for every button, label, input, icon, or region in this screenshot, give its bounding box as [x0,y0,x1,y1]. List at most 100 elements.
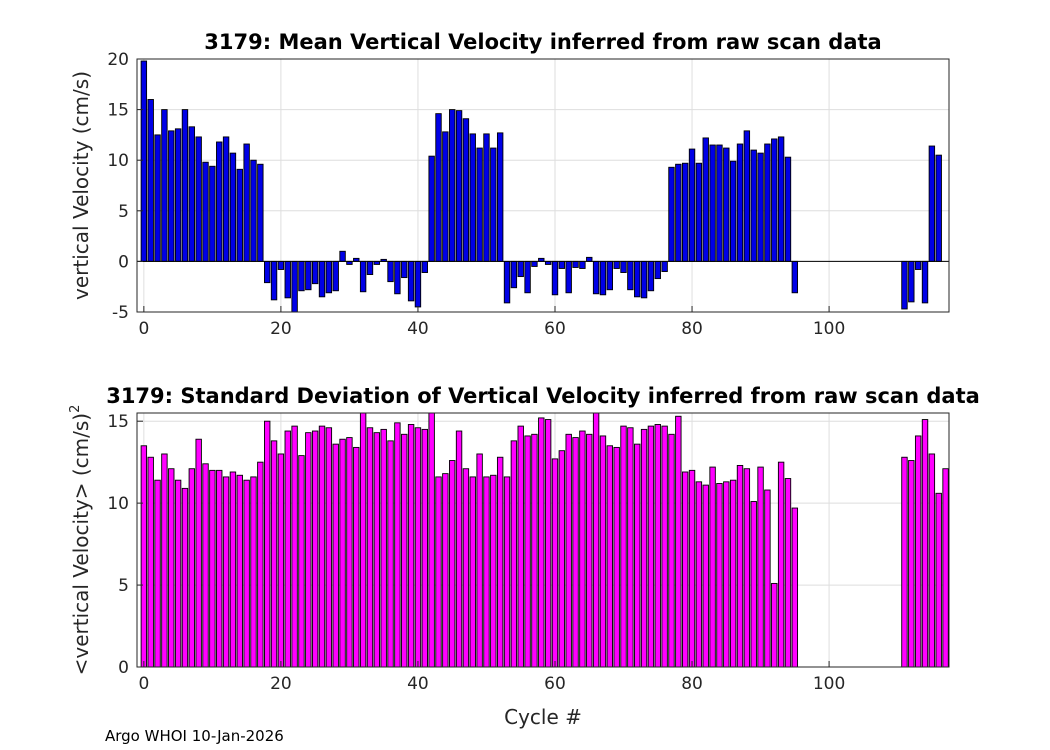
mean-velocity-bar [311,260,319,285]
stddev-velocity-bar [510,440,518,668]
mean-velocity-bar [394,260,401,295]
mean-velocity-bar [771,138,778,262]
stddev-velocity-bar [284,430,291,668]
stddev-velocity-bar [640,428,648,668]
mean-velocity-bar [599,260,607,296]
stddev-velocity-bar [791,507,799,668]
stddev-velocity-bar [538,417,545,668]
stddev-velocity-bar [298,455,305,668]
mean-velocity-bar [647,260,655,292]
mean-velocity-bar [606,260,614,291]
stddev-velocity-bar [339,438,346,668]
mean-velocity-bar [284,260,291,299]
mean-velocity-bar [592,260,600,295]
stddev-velocity-bar [140,445,148,668]
mean-velocity-ytick-label: 5 [118,202,129,222]
stddev-velocity-bar [496,456,504,668]
stddev-velocity-bar [236,474,243,668]
stddev-velocity-bar [490,474,497,668]
mean-velocity-bar [743,130,751,262]
stddev-velocity-bar [229,471,237,668]
stddev-velocity-bar [449,460,456,668]
stddev-velocity-ytick-label: 15 [107,412,129,432]
stddev-velocity-bar [914,435,922,668]
stddev-velocity-bar [736,464,744,668]
stddev-velocity-bar [743,468,751,668]
stddev-velocity-bar [401,433,408,668]
stddev-velocity-bar [202,463,209,668]
stddev-velocity-bar [654,424,661,668]
mean-velocity-bar [757,152,764,262]
footer-credit: Argo WHOI 10-Jan-2026 [105,727,284,745]
mean-velocity-bar [935,154,942,262]
stddev-velocity-bar [572,437,579,668]
mean-velocity-bars [137,60,949,313]
stddev-velocity-bar [174,479,182,668]
stddev-velocity-bar [311,430,319,668]
mean-velocity-bar [777,136,785,262]
stddev-velocity-xtick-label: 40 [407,674,429,694]
mean-velocity-bar [428,155,435,262]
stddev-velocity-bar [675,415,682,668]
mean-velocity-bar [462,118,470,262]
stddev-velocity-bar [784,478,792,668]
stddev-velocity-bar [455,430,463,668]
stddev-velocity-bar [407,424,415,668]
mean-velocity-bar [414,260,422,308]
stddev-velocity-bar [716,483,723,668]
mean-velocity-bar [558,260,566,269]
stddev-velocity-bar [729,479,737,668]
stddev-velocity-bar [586,433,593,668]
mean-velocity-bar [503,260,511,304]
mean-velocity-bar [366,260,374,276]
mean-velocity-bar [634,260,641,298]
stddev-velocity-ylabel-text: <vertical Velocity> (cm/s) [69,413,93,676]
stddev-velocity-bar [764,489,771,668]
mean-velocity-bar [613,260,620,269]
stddev-velocity-bar [709,466,716,668]
mean-velocity-bar [277,260,285,270]
stddev-velocity-bar [531,433,538,668]
mean-velocity-title: 3179: Mean Vertical Velocity inferred fr… [204,30,881,54]
stddev-velocity-bar [325,427,333,668]
stddev-velocity-bar [195,438,202,668]
stddev-velocity-bar [380,428,387,668]
mean-velocity-bar [640,260,648,299]
stddev-velocity-xlabel: Cycle # [504,705,582,729]
mean-velocity-bar [675,163,682,262]
mean-velocity-bar [250,159,257,262]
stddev-velocity-bar [579,430,586,668]
mean-velocity-ytick-label: 10 [107,151,129,171]
stddev-velocity-xtick-label: 100 [813,674,845,694]
stddev-velocity-bar [353,446,360,668]
stddev-velocity-bar [661,425,668,668]
mean-velocity-bar [339,250,346,262]
stddev-velocity-bar [359,412,367,668]
stddev-velocity-bar [161,453,168,668]
mean-velocity-bar [236,168,243,262]
mean-velocity-bar [764,143,771,262]
mean-velocity-bar [784,156,792,262]
stddev-velocity-bar [373,432,381,668]
stddev-velocity-bar [394,422,401,668]
stddev-velocity-bar [442,473,449,668]
stddev-velocity-bar [599,435,607,668]
mean-velocity-bar [298,260,305,292]
stddev-velocity-xtick-label: 60 [544,674,566,694]
mean-velocity-ytick-label: -5 [112,303,129,323]
mean-velocity-bar [524,260,531,294]
mean-velocity-bar [681,162,689,262]
mean-velocity-bar [914,260,922,270]
mean-velocity-bar [305,260,312,291]
stddev-velocity-bar [627,427,634,668]
stddev-velocity-xtick-label: 80 [681,674,703,694]
mean-velocity-bar [140,60,148,262]
mean-velocity-bar [168,130,175,262]
stddev-velocity-bar [681,471,689,668]
mean-velocity-bar [668,166,675,262]
stddev-velocity-bar [928,453,936,668]
mean-velocity-bar [154,134,161,262]
stddev-velocity-bar [154,479,161,668]
stddev-velocity-bar [250,476,257,668]
mean-velocity-ticks: 0 20 40 60 80 100 -5 0 5 10 15 20 [107,50,845,339]
